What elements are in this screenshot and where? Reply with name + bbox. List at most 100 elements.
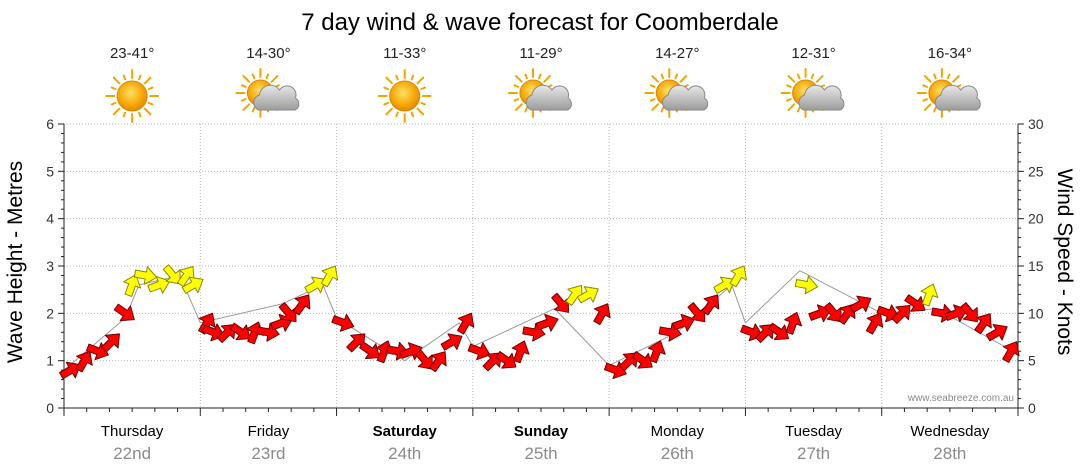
sun-ray — [242, 75, 251, 83]
sun-ray — [649, 98, 656, 102]
y-tick-label-left: 5 — [46, 163, 54, 179]
cloud-shape — [798, 84, 845, 111]
sun-ray — [787, 75, 796, 83]
wind-arrow — [985, 324, 1008, 342]
sun-ray — [240, 84, 247, 88]
wind-arrow — [535, 313, 559, 332]
wind-arrow — [133, 266, 158, 285]
day-date: 27th — [797, 444, 830, 463]
day-temperature: 11-29° — [519, 45, 562, 62]
sun-ray — [922, 98, 929, 102]
sun-ray — [122, 111, 127, 118]
wind-arrow — [672, 313, 695, 332]
y-tick-label-right: 25 — [1028, 163, 1044, 179]
sun-ray — [385, 107, 393, 116]
y-tick-label-right: 20 — [1028, 211, 1044, 227]
sun-ray — [946, 73, 951, 80]
sun-ray — [420, 101, 427, 106]
day-name: Sunday — [514, 423, 569, 440]
sun-ray — [242, 103, 251, 111]
y-tick-label-left: 2 — [46, 305, 54, 321]
sun-ray — [265, 73, 270, 80]
wind-arrow — [794, 275, 819, 295]
wind-arrow — [331, 313, 355, 332]
day-temperature: 16-34° — [928, 45, 972, 62]
y-tick-label-right: 15 — [1028, 258, 1044, 274]
sun-disc — [116, 80, 148, 112]
wind-arrow — [960, 302, 978, 323]
sun-ray — [513, 98, 520, 102]
wind-arrow — [456, 312, 475, 335]
sun-ray — [922, 84, 929, 88]
wind-arrow — [576, 286, 599, 304]
day-date: 23rd — [251, 444, 285, 463]
sun-ray — [270, 75, 279, 83]
sun-ray — [786, 98, 792, 102]
sun-ray — [138, 74, 142, 81]
y-tick-label-right: 5 — [1028, 353, 1036, 369]
wind-arrow — [320, 265, 339, 288]
sun-ray — [147, 86, 154, 91]
sun-ray — [416, 76, 425, 85]
sun-ray — [651, 103, 659, 111]
day-temperature: 14-27° — [655, 45, 699, 62]
sun-ray — [515, 103, 523, 111]
wind-arrow — [865, 312, 884, 335]
wind-arrow — [767, 322, 790, 341]
cloud-shape — [253, 84, 300, 111]
y-axis-left-label: Wave Height - Metres — [4, 161, 27, 363]
sun-ray — [923, 103, 932, 111]
wind-arrow — [229, 322, 251, 341]
sun-ray — [796, 106, 801, 113]
wind-arrow — [687, 302, 706, 323]
wind-arrow — [1002, 341, 1020, 363]
sun-ray — [122, 74, 127, 81]
day-name: Friday — [248, 423, 290, 440]
sun-ray — [383, 86, 390, 91]
sun-ray — [410, 111, 415, 118]
wind-arrow — [162, 264, 181, 285]
y-tick-label-left: 1 — [46, 353, 54, 369]
sun-ray — [933, 106, 937, 113]
y-tick-label-left: 6 — [46, 116, 54, 132]
sun-ray — [660, 106, 665, 113]
wind-arrow — [147, 275, 171, 294]
sun-ray — [923, 75, 932, 83]
wind-arrow — [346, 333, 366, 353]
sun-ray — [110, 101, 117, 106]
day-temperature: 23-41° — [110, 45, 154, 62]
day-name: Saturday — [373, 423, 438, 440]
sun-ray — [251, 73, 256, 80]
wind-arrow — [467, 342, 491, 361]
sun-ray — [383, 101, 390, 106]
sun-ray — [416, 107, 425, 116]
wind-arrow — [495, 351, 517, 369]
y-tick-label-right: 10 — [1028, 305, 1044, 321]
temperature-row: 23-41° 14-30° 11-33° 11-29° 14-27° 12-31° 16-3… — [110, 45, 972, 62]
wind-arrow — [904, 294, 926, 312]
wind-arrow — [849, 295, 872, 313]
wind-arrow — [565, 284, 583, 306]
sun-ray — [515, 75, 523, 83]
wind-arrow — [278, 302, 297, 323]
wind-arrow — [59, 361, 81, 380]
sun-ray — [796, 73, 801, 80]
sun-ray — [660, 73, 665, 80]
sun-ray — [110, 86, 117, 91]
wind-arrow — [75, 350, 93, 373]
partly-cloudy-icon — [235, 68, 300, 118]
wind-arrow — [551, 292, 569, 313]
day-temperature: 14-30° — [246, 45, 290, 62]
y-tick-label-left: 4 — [46, 211, 54, 227]
sun-ray — [524, 106, 528, 113]
wind-arrow — [429, 351, 447, 373]
sun-ray — [538, 73, 542, 80]
wind-arrow-series — [59, 264, 1020, 380]
sun-ray — [143, 107, 152, 116]
wind-arrow — [292, 294, 311, 316]
y-axis-right-label: Wind Speed - Knots — [1053, 169, 1076, 356]
grid — [64, 123, 1018, 408]
sun-ray — [787, 103, 796, 111]
sun-ray — [251, 106, 256, 113]
sun-ray — [786, 84, 792, 88]
